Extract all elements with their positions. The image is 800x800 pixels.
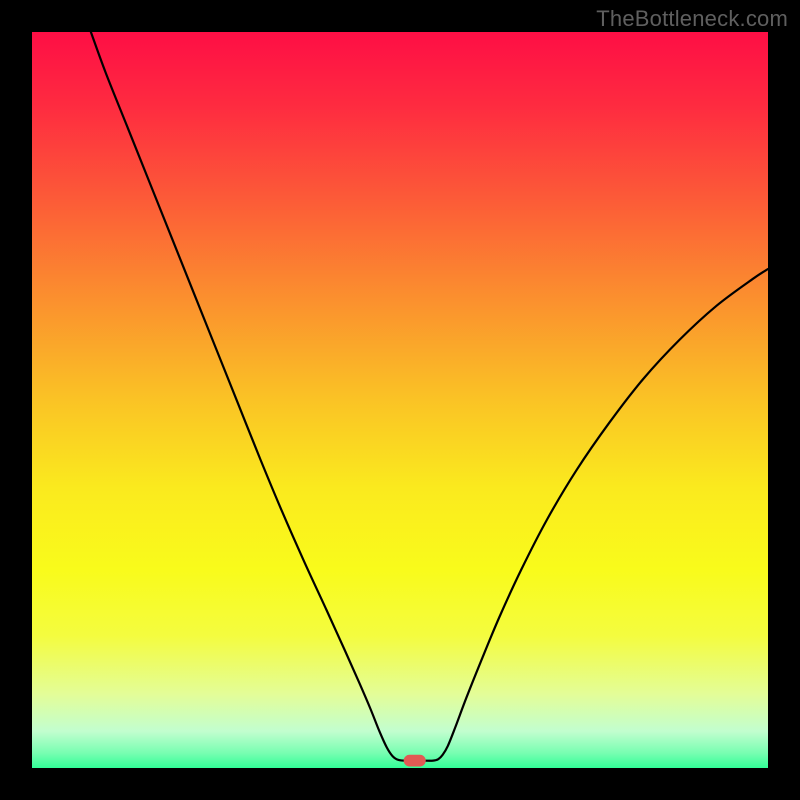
optimal-point-marker — [404, 755, 426, 767]
chart-plot-area — [32, 32, 768, 768]
chart-svg — [32, 32, 768, 768]
gradient-background — [32, 32, 768, 768]
chart-frame: TheBottleneck.com — [0, 0, 800, 800]
watermark-text: TheBottleneck.com — [596, 6, 788, 32]
